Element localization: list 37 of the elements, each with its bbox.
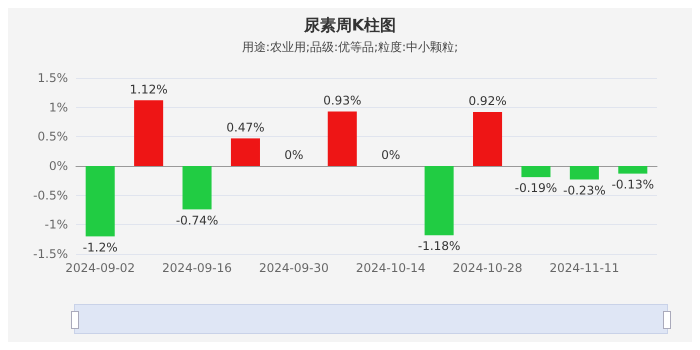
x-tick-label: 2024-11-11 [550,261,620,275]
bar [424,166,454,236]
bar [521,166,550,178]
y-tick-label: 0.5% [38,130,68,144]
y-tick-label: 0% [48,159,68,173]
y-tick-label: 1% [48,100,68,114]
bar [473,112,502,166]
bar [134,100,164,166]
bar [230,138,260,166]
bar [328,111,357,166]
x-tick-label: 2024-09-16 [162,261,232,275]
data-label: 0.93% [323,93,362,108]
data-label: -1.18% [418,239,460,254]
data-label: -0.74% [176,213,218,228]
data-label: -0.19% [514,181,558,196]
y-tick-label: -1% [44,218,68,232]
y-tick-label: -0.5% [33,188,68,202]
x-tick-label: 2024-10-14 [356,261,426,275]
x-tick-label: 2024-09-30 [259,261,329,275]
data-label: -1.2% [82,240,118,254]
y-tick-label: 1.5% [38,71,68,85]
data-label: 1.12% [130,82,168,96]
data-label: 0.47% [226,120,265,134]
data-label: 0.92% [468,94,507,108]
chart-subtitle: 用途:农业用;品级:优等品;粒度:中小颗粒; [242,40,458,54]
data-label: -0.13% [612,178,654,192]
bar [618,166,648,174]
x-tick-label: 2024-09-02 [65,261,136,275]
bar [182,166,212,210]
data-label: 0% [284,148,304,162]
x-tick-label: 2024-10-28 [452,261,522,275]
chart-title: 尿素周K柱图 [302,16,396,34]
data-label: -0.23% [563,183,606,198]
bar [570,166,599,180]
data-label: 0% [381,148,400,162]
bar [86,166,115,236]
y-tick-label: -1.5% [33,247,68,261]
